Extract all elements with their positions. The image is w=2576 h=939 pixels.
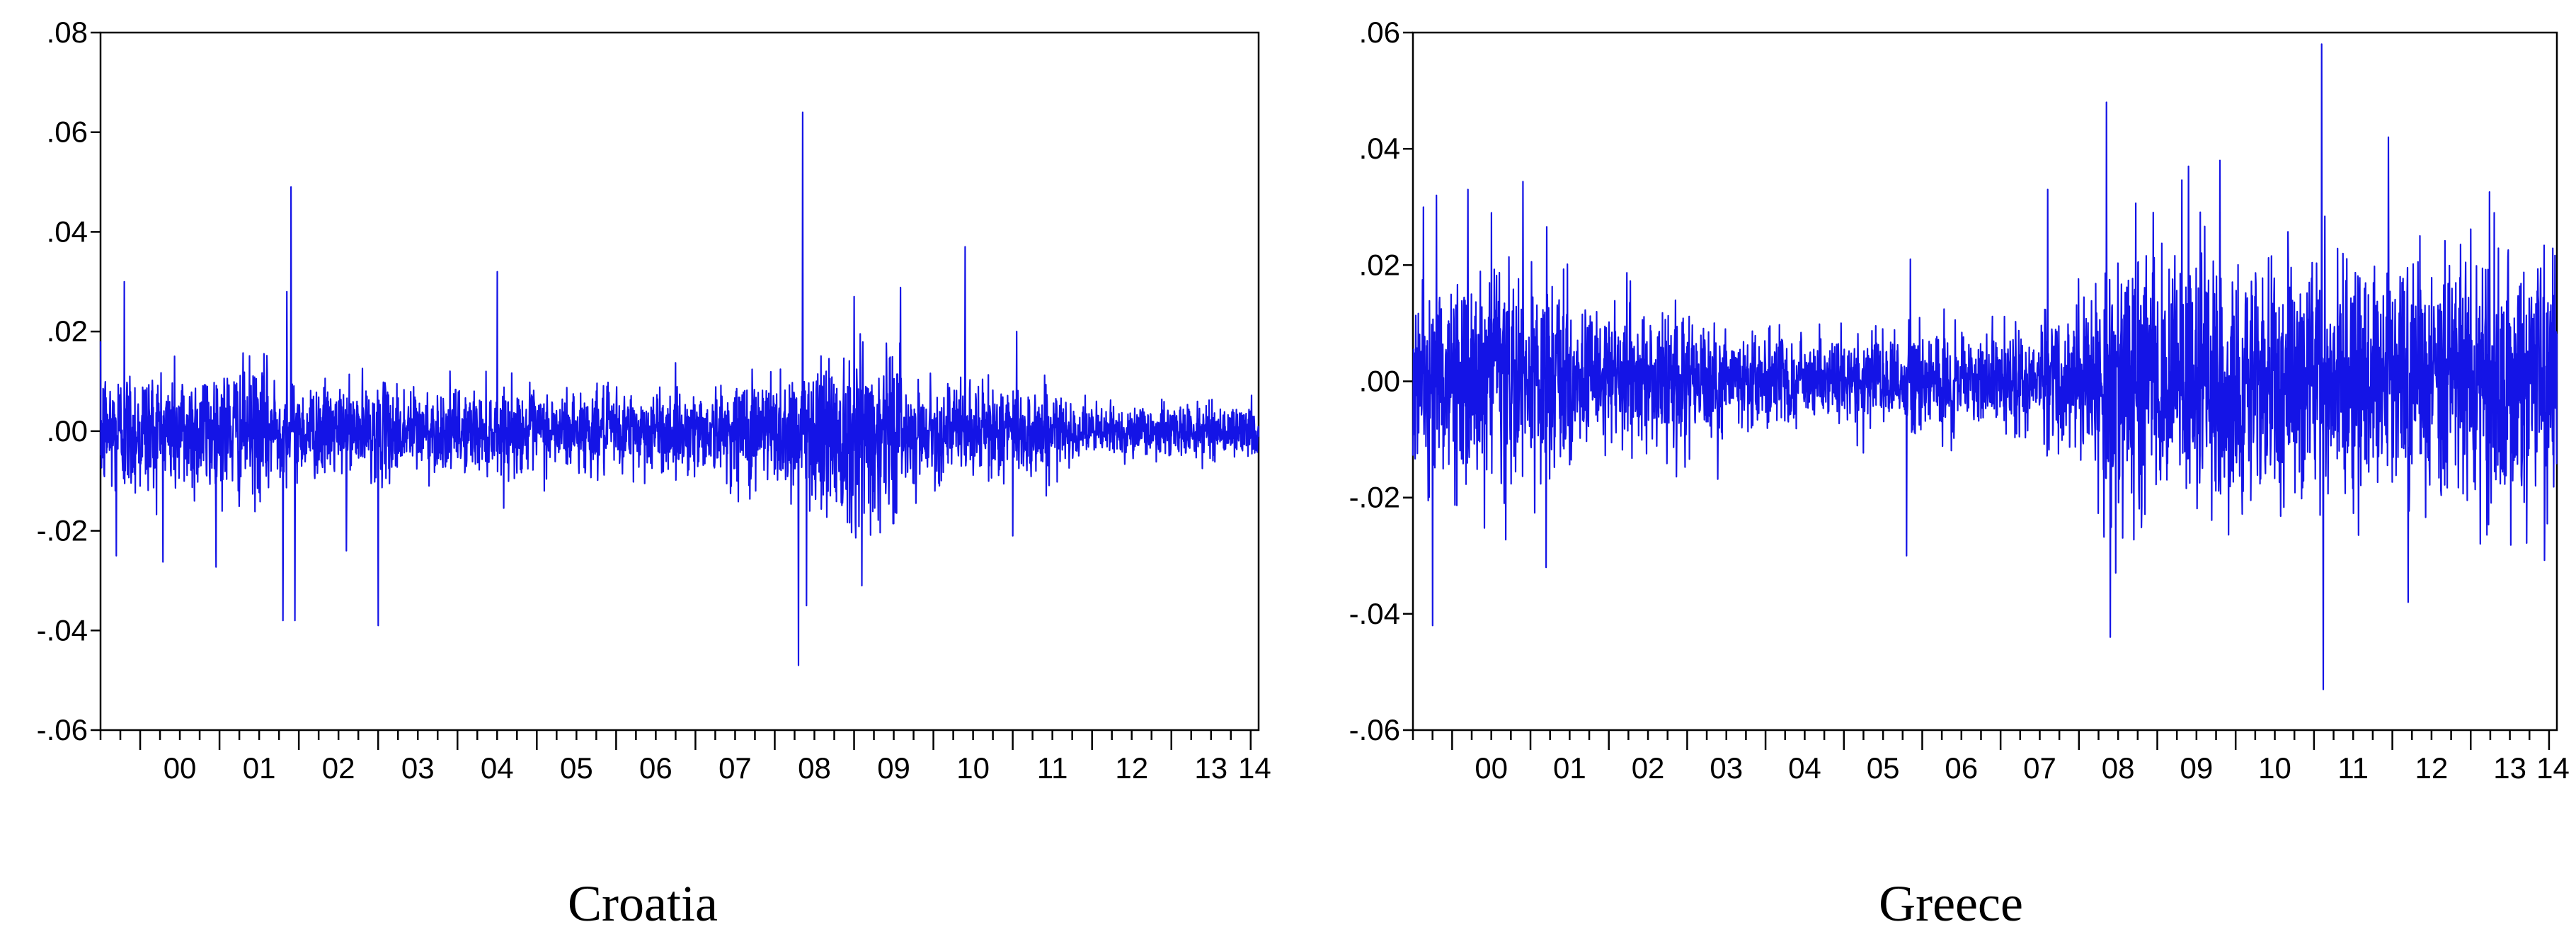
x-tick-label: 14 bbox=[2536, 751, 2570, 785]
y-tick-label: .00 bbox=[1359, 365, 1400, 398]
y-tick-label: .06 bbox=[47, 115, 88, 149]
chart-title: Croatia bbox=[568, 875, 718, 932]
y-tick-label: .06 bbox=[1359, 16, 1400, 49]
series-line bbox=[99, 111, 1260, 666]
y-tick-label: -.04 bbox=[37, 613, 88, 647]
x-tick-label: 04 bbox=[481, 751, 514, 785]
x-tick-label: 07 bbox=[2023, 751, 2056, 785]
x-tick-label: 11 bbox=[1037, 751, 1068, 785]
x-tick-label: 06 bbox=[1945, 751, 1978, 785]
x-tick-label: 02 bbox=[322, 751, 355, 785]
x-tick-label: 12 bbox=[1115, 751, 1148, 785]
x-tick-label: 13 bbox=[1194, 751, 1227, 785]
x-tick-label: 04 bbox=[1788, 751, 1821, 785]
y-tick-label: .02 bbox=[1359, 248, 1400, 281]
x-tick-label: 08 bbox=[2102, 751, 2135, 785]
y-tick-label: .08 bbox=[47, 16, 88, 49]
x-tick-label: 01 bbox=[243, 751, 276, 785]
x-tick-label: 07 bbox=[719, 751, 752, 785]
y-tick-label: .04 bbox=[1359, 132, 1400, 165]
greece-chart: .06 .04 .02 .00 -.02 -.04 -.06 00 01 02 03 04 05 06 07… bbox=[1349, 16, 2570, 932]
x-tick-label: 00 bbox=[164, 751, 197, 785]
y-tick-label: .00 bbox=[47, 414, 88, 448]
x-tick-label: 12 bbox=[2415, 751, 2449, 785]
y-tick-label: .02 bbox=[47, 314, 88, 348]
y-tick-label: -.02 bbox=[37, 514, 88, 547]
x-tick-label: 14 bbox=[1238, 751, 1271, 785]
x-tick-label: 05 bbox=[560, 751, 593, 785]
x-tick-label: 10 bbox=[956, 751, 990, 785]
x-tick-label: 03 bbox=[1710, 751, 1743, 785]
y-tick-label: -.02 bbox=[1349, 481, 1400, 514]
x-tick-label: 01 bbox=[1553, 751, 1586, 785]
chart-title: Greece bbox=[1879, 875, 2023, 932]
series-line bbox=[1412, 43, 2558, 690]
y-tick-label: -.04 bbox=[1349, 597, 1400, 630]
croatia-chart: .08 .06 .04 .02 .00 -.02 -.04 -.06 00 01 02 03 04 05 0… bbox=[37, 16, 1271, 932]
x-tick-label: 05 bbox=[1867, 751, 1900, 785]
x-tick-label: 09 bbox=[2180, 751, 2213, 785]
x-tick-label: 11 bbox=[2337, 751, 2369, 785]
x-tick-label: 00 bbox=[1475, 751, 1508, 785]
x-tick-label: 08 bbox=[798, 751, 831, 785]
x-tick-label: 03 bbox=[401, 751, 435, 785]
x-tick-label: 10 bbox=[2258, 751, 2291, 785]
x-tick-label: 02 bbox=[1632, 751, 1665, 785]
x-tick-label: 13 bbox=[2493, 751, 2526, 785]
x-tick-label: 09 bbox=[877, 751, 910, 785]
y-tick-label: -.06 bbox=[1349, 713, 1400, 746]
y-tick-label: .04 bbox=[47, 215, 88, 248]
x-tick-label: 06 bbox=[639, 751, 672, 785]
y-tick-label: -.06 bbox=[37, 713, 88, 746]
